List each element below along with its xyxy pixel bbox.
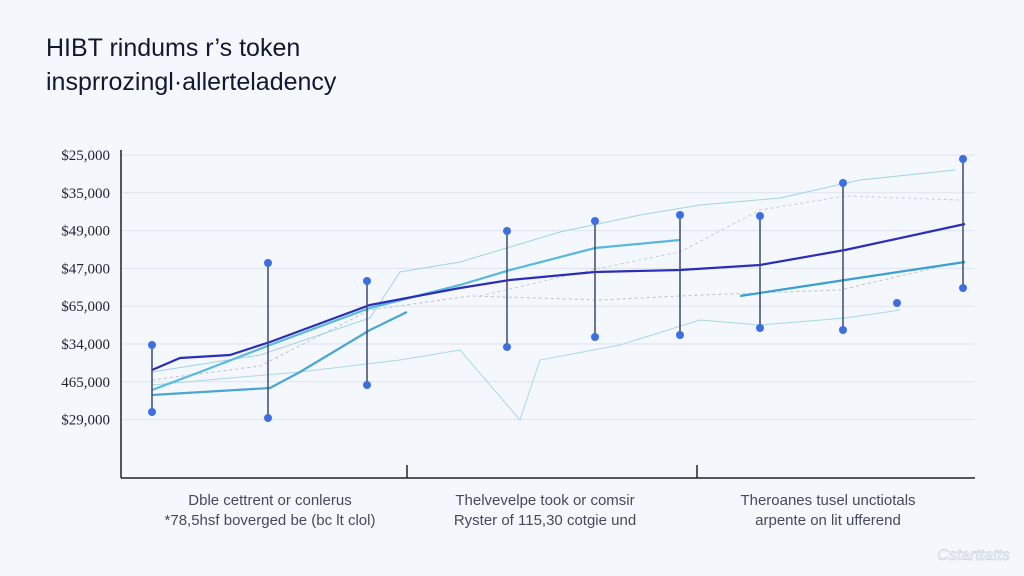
dot	[264, 414, 272, 422]
caption: Ryster of 115,30 cotgie und	[454, 512, 636, 529]
dot	[893, 299, 901, 307]
series-line	[151, 222, 966, 372]
caption: Dble cettrent or conlerus	[188, 492, 351, 509]
grid	[121, 154, 975, 421]
dot	[756, 212, 764, 220]
dot	[756, 324, 764, 332]
y-axis-label: $35,000	[61, 186, 110, 202]
dot	[839, 179, 847, 187]
dot	[148, 341, 156, 349]
y-axis-label: $34,000	[61, 337, 110, 353]
dot	[676, 211, 684, 219]
dot	[591, 217, 599, 225]
caption: Thelvevelpe took or comsir	[455, 492, 634, 509]
dot	[676, 331, 684, 339]
watermark: Cstarttatts	[937, 547, 1010, 564]
dot	[959, 155, 967, 163]
series-line	[151, 311, 408, 397]
dot	[959, 284, 967, 292]
dot	[363, 381, 371, 389]
y-axis-label: 465,000	[61, 375, 110, 391]
series-line	[739, 260, 966, 298]
range-bars	[148, 155, 967, 422]
y-axis-label: $47,000	[61, 261, 110, 277]
y-axis-label: $25,000	[61, 148, 110, 164]
y-axis-label: $65,000	[61, 299, 110, 315]
caption: Theroanes tusel unctiotals	[740, 492, 915, 509]
caption: arpente on lit ufferend	[755, 512, 901, 529]
dot	[839, 326, 847, 334]
dot	[503, 343, 511, 351]
y-axis-label: $49,000	[61, 224, 110, 240]
dot	[363, 277, 371, 285]
y-axis-label: $29,000	[61, 413, 110, 429]
dot	[148, 408, 156, 416]
dot	[503, 227, 511, 235]
title-line: HIBT rindums r’s token	[46, 34, 300, 62]
dot	[264, 259, 272, 267]
caption: *78,5hsf boverged be (bc lt clol)	[165, 512, 376, 529]
dot	[591, 333, 599, 341]
title-line: insprrozingl·allerteladency	[46, 68, 337, 96]
